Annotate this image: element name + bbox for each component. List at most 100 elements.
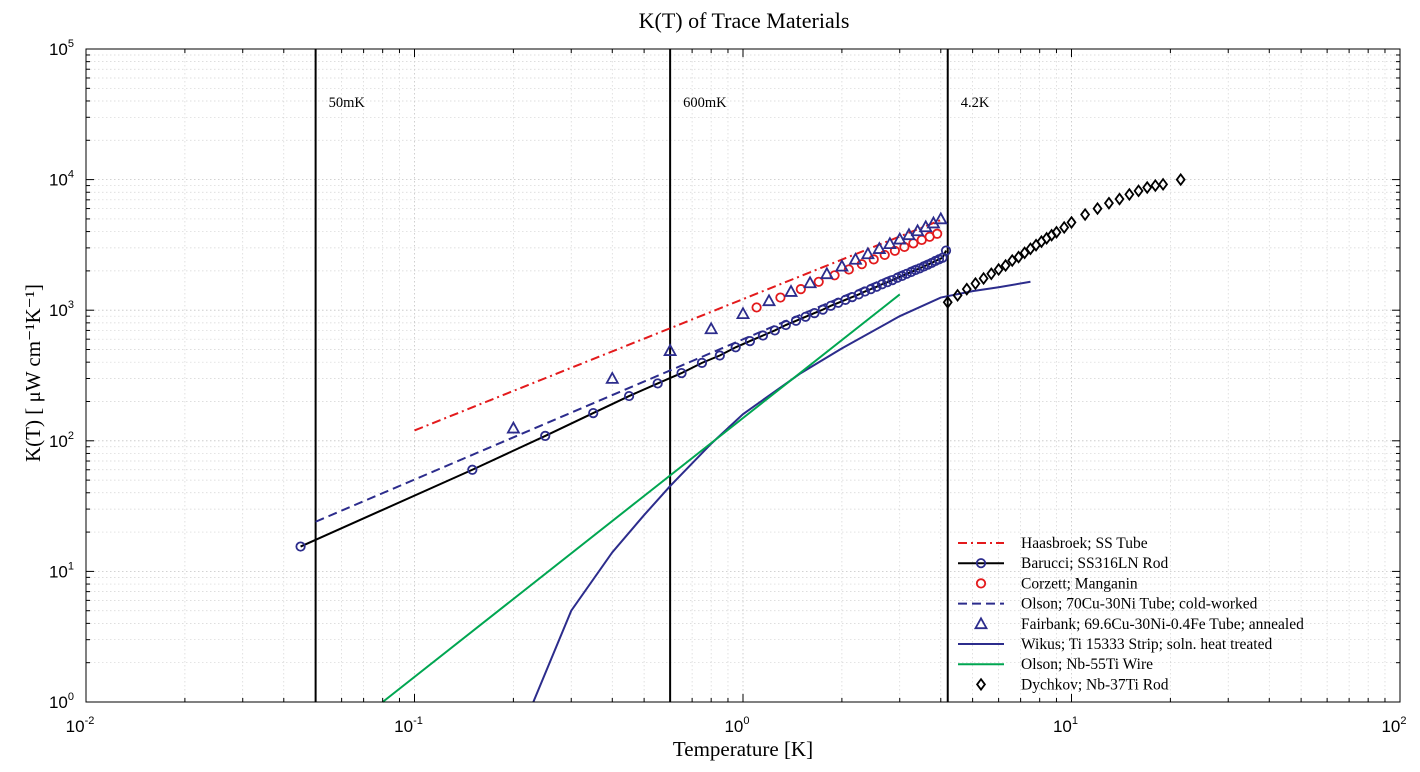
data-point (860, 246, 875, 260)
y-tick-label: 105 (49, 38, 74, 59)
data-point (952, 288, 963, 303)
chart-title: K(T) of Trace Materials (639, 8, 850, 33)
y-tick-label-exponent: 1 (68, 560, 74, 572)
series-line (315, 254, 942, 523)
data-point (1142, 180, 1153, 195)
y-tick-label-exponent: 0 (68, 691, 74, 703)
data-point (757, 330, 769, 341)
y-tick-label-exponent: 5 (68, 38, 74, 50)
data-point (843, 264, 854, 275)
data-point (1150, 178, 1161, 193)
y-tick-label-base: 10 (49, 171, 68, 190)
legend-label: Olson; 70Cu-30Ni Tube; cold-worked (1021, 596, 1258, 613)
data-point (704, 321, 719, 335)
data-point (887, 275, 898, 286)
data-point (876, 279, 888, 290)
data-point (735, 306, 751, 320)
data-point (834, 258, 849, 272)
legend-label: Olson; Nb-55Ti Wire (1021, 656, 1153, 673)
data-point (506, 420, 521, 434)
data-point (868, 254, 879, 265)
legend-label: Dychkov; Nb-37Ti Rod (1021, 676, 1169, 693)
data-point (859, 286, 870, 297)
data-point (623, 390, 635, 402)
x-axis-label: Temperature [K] (673, 737, 813, 761)
data-point (803, 275, 818, 289)
data-point (848, 252, 863, 265)
series-olson-70cu-30ni-tube-cold-worked (315, 254, 942, 523)
data-point (1158, 177, 1169, 192)
reference-lines: 50mK 600mK 4.2K (314, 49, 990, 702)
legend-marker (975, 578, 987, 589)
data-point (882, 236, 897, 249)
legend-marker (975, 677, 987, 692)
y-tick-label: 101 (49, 560, 74, 581)
data-point (751, 302, 762, 313)
legend-entry: Corzett; Manganin (975, 575, 1138, 592)
legend-entry: Wikus; Ti 15333 Strip; soln. heat treate… (958, 636, 1272, 653)
x-tick-label-exponent: 1 (1072, 715, 1078, 727)
data-point (892, 231, 907, 245)
data-point (970, 276, 981, 291)
x-tick-label-exponent: -2 (85, 715, 95, 727)
series-olson-nb-55ti-wire (382, 293, 901, 703)
y-tick-label: 104 (49, 169, 74, 190)
data-point (872, 241, 887, 254)
x-tick-label-exponent: 0 (743, 715, 749, 727)
data-point (696, 357, 708, 368)
x-tick-label-exponent: -1 (413, 715, 423, 727)
data-point (605, 371, 620, 384)
y-tick-label-exponent: 2 (68, 430, 74, 442)
reference-line-label: 4.2K (961, 95, 990, 111)
data-point (961, 282, 972, 296)
series-fairbank-69-6cu-30ni-0-4fe-tube-annealed (506, 211, 948, 434)
data-point (1059, 220, 1070, 235)
data-point (588, 407, 599, 419)
data-point (1114, 192, 1125, 206)
data-point (1000, 258, 1011, 273)
y-tick-label-base: 10 (49, 562, 68, 581)
data-point (1124, 187, 1135, 202)
x-tick-label-base: 10 (1053, 717, 1072, 736)
data-point (761, 293, 777, 307)
data-point (879, 249, 890, 261)
data-point (809, 308, 820, 319)
data-point (1175, 172, 1186, 187)
y-tick-label-base: 10 (49, 693, 68, 712)
data-point (1066, 215, 1077, 230)
legend-entry: Olson; Nb-55Ti Wire (958, 656, 1153, 673)
data-point (1051, 225, 1062, 239)
data-point (775, 292, 786, 303)
data-point (714, 350, 725, 361)
legend-entry: Fairbank; 69.6Cu-30Ni-0.4Fe Tube; anneal… (973, 616, 1304, 633)
x-tick-label-base: 10 (66, 717, 85, 736)
legend-label: Wikus; Ti 15333 Strip; soln. heat treate… (1021, 636, 1272, 653)
data-point (1013, 250, 1024, 264)
legend-marker (973, 616, 989, 630)
series-dychkov-nb-37ti-rod (942, 172, 1186, 309)
y-tick-label-base: 10 (49, 301, 68, 320)
data-point (813, 276, 824, 287)
data-point (1133, 184, 1144, 198)
data-point (978, 271, 989, 286)
series-line (382, 293, 901, 703)
legend-label: Corzett; Manganin (1021, 575, 1138, 592)
x-tick-label: 100 (724, 715, 749, 736)
y-axis-label: K(T) [ μW cm⁻¹K⁻¹] (21, 284, 45, 462)
data-point (1080, 207, 1091, 222)
y-tick-label: 103 (49, 299, 74, 320)
data-point (993, 262, 1004, 277)
x-tick-label-base: 10 (1381, 717, 1400, 736)
series-layer (295, 172, 1186, 703)
data-point (769, 325, 780, 336)
data-point (467, 464, 478, 475)
x-tick-label: 10-1 (394, 715, 423, 736)
data-point (795, 284, 806, 295)
data-point (540, 430, 551, 442)
y-tick-label-exponent: 3 (68, 299, 74, 311)
data-point (986, 267, 997, 281)
